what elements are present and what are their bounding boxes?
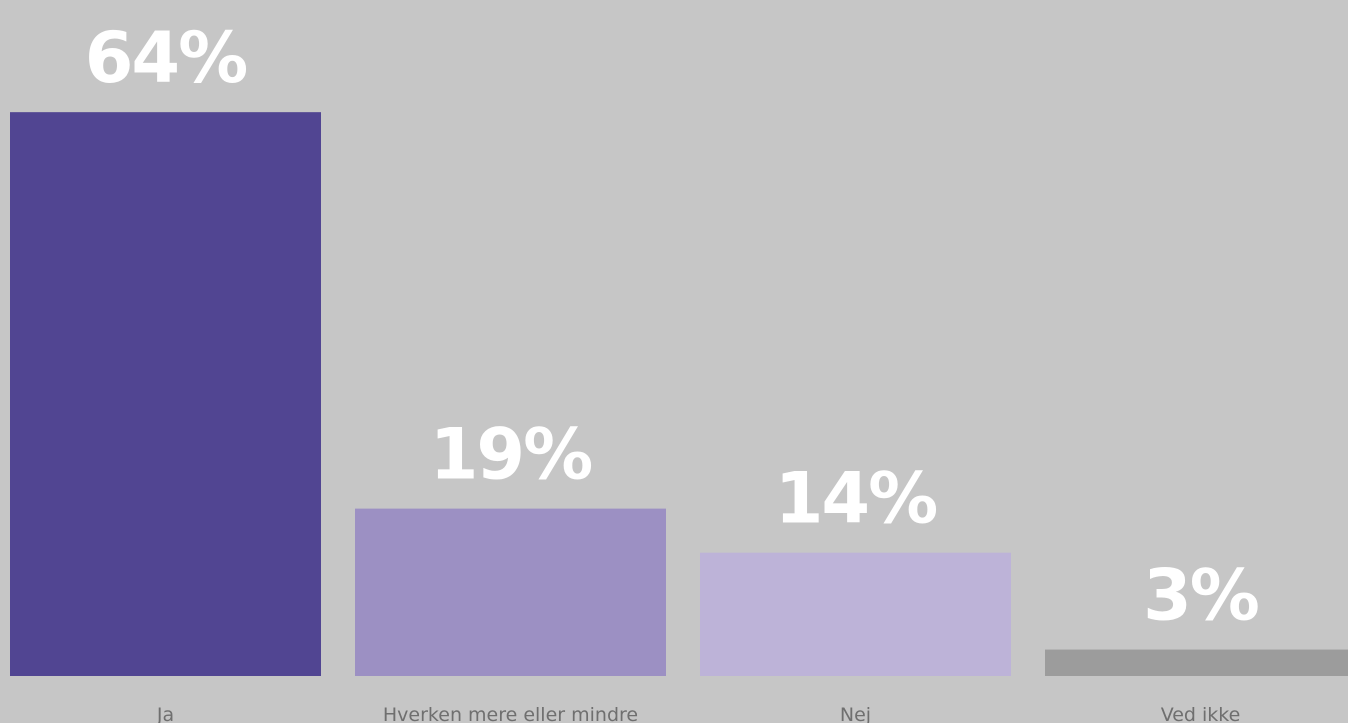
bar-2	[700, 552, 1011, 676]
bars-group	[10, 112, 1348, 676]
value-label-3: 3%	[1143, 555, 1258, 637]
bar-1	[355, 508, 666, 676]
bar-3	[1045, 649, 1348, 676]
category-label-3: Ved ikke	[1161, 704, 1241, 723]
value-label-0: 64%	[85, 17, 247, 99]
category-label-2: Nej	[840, 704, 871, 723]
category-label-0: Ja	[156, 704, 174, 723]
value-label-2: 14%	[775, 458, 937, 540]
category-label-1: Hverken mere eller mindre	[383, 704, 638, 723]
value-labels-group: 64% 19% 14% 3%	[85, 17, 1260, 637]
category-labels-group: Ja Hverken mere eller mindre Nej Ved ikke	[156, 704, 1240, 723]
bar-0	[10, 112, 321, 676]
value-label-1: 19%	[430, 414, 592, 496]
